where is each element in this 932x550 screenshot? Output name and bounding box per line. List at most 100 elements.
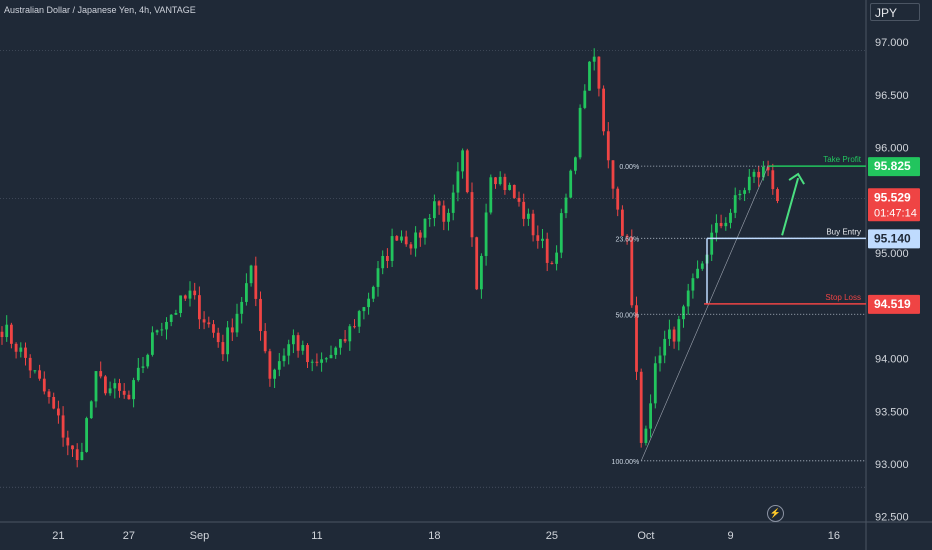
candle [503, 176, 507, 190]
candle [536, 235, 540, 241]
candle [324, 358, 328, 360]
candle [5, 324, 9, 338]
candle [315, 361, 319, 363]
candle [10, 324, 13, 344]
candle [165, 321, 168, 330]
candle [306, 345, 309, 363]
candle [489, 177, 493, 213]
candle [395, 236, 399, 241]
candle [296, 335, 300, 351]
candle [771, 170, 775, 190]
candle [733, 195, 737, 213]
candle [52, 396, 56, 409]
x-tick-label: 11 [311, 530, 322, 542]
candle [0, 331, 4, 338]
candle [362, 307, 366, 312]
candle [762, 166, 765, 178]
target-arrow-head [788, 172, 805, 185]
candle [155, 330, 159, 333]
candle [400, 236, 403, 241]
candle [212, 324, 215, 333]
candle [494, 177, 497, 185]
candle [578, 107, 582, 158]
take-profit-price-label-text: 95.825 [874, 159, 911, 173]
candle [592, 56, 596, 62]
candle [404, 236, 408, 245]
candle [686, 290, 690, 307]
chart-title: Australian Dollar / Japanese Yen, 4h, VA… [4, 5, 196, 15]
candle [230, 327, 234, 333]
candle [545, 238, 549, 263]
fib-level-label: 100.00% [612, 459, 640, 466]
candle [71, 445, 74, 450]
candle [113, 383, 117, 389]
candle [226, 327, 229, 355]
x-tick-label: 9 [727, 530, 733, 542]
candle [235, 313, 239, 333]
candle [249, 265, 253, 284]
candle [193, 290, 197, 296]
x-tick-label: 18 [428, 530, 440, 542]
x-tick-label: 21 [52, 530, 64, 542]
candle [588, 61, 591, 91]
candle [127, 394, 131, 400]
candle [179, 295, 182, 313]
candle [367, 298, 370, 308]
current-price-label [868, 188, 920, 222]
lightning-icon[interactable]: ⚡ [767, 505, 784, 522]
candle [38, 370, 41, 379]
candle [409, 244, 413, 249]
candle [28, 357, 32, 371]
candle [42, 378, 46, 392]
buy-entry-price-label [868, 229, 920, 249]
candle [602, 88, 605, 132]
stop-loss-label: Stop Loss [825, 293, 861, 302]
candle [616, 188, 620, 210]
candle [696, 268, 699, 279]
candle [390, 236, 394, 261]
candle [555, 252, 558, 264]
candle [658, 355, 662, 364]
take-profit-label: Take Profit [823, 155, 862, 164]
candle [89, 401, 93, 419]
candle [240, 301, 244, 314]
y-tick-label: 93.000 [875, 459, 909, 471]
candle [776, 189, 779, 202]
y-tick-label: 95.000 [875, 248, 909, 260]
candle [583, 90, 587, 108]
candle [738, 193, 742, 196]
candle [621, 209, 624, 236]
take-profit-price-label [868, 157, 920, 177]
candle [263, 331, 267, 352]
candle [470, 192, 474, 238]
candle [418, 232, 422, 238]
candle [574, 157, 577, 171]
fib-level-label: 50.00% [615, 312, 639, 319]
candle [61, 415, 65, 438]
candle [611, 160, 615, 189]
candle [357, 311, 361, 327]
candle [183, 295, 187, 299]
candle [198, 295, 201, 320]
candle [677, 319, 681, 342]
currency-button[interactable]: JPY [870, 3, 920, 21]
candle [245, 283, 248, 302]
target-arrow [781, 177, 800, 236]
candle [99, 371, 103, 377]
candle [273, 369, 276, 379]
candle [47, 391, 51, 397]
candle [437, 201, 441, 206]
candle [541, 238, 544, 241]
candle [188, 290, 192, 299]
candle [202, 319, 206, 323]
candle [508, 184, 511, 190]
y-tick-label: 96.500 [875, 90, 909, 102]
buy-entry-price-label-text: 95.140 [874, 231, 911, 245]
fib-trend-line [640, 165, 769, 461]
candle [512, 184, 516, 198]
x-tick-label: Sep [190, 530, 210, 542]
candle [766, 166, 770, 171]
candle [522, 201, 526, 219]
y-tick-label: 94.000 [875, 354, 909, 366]
